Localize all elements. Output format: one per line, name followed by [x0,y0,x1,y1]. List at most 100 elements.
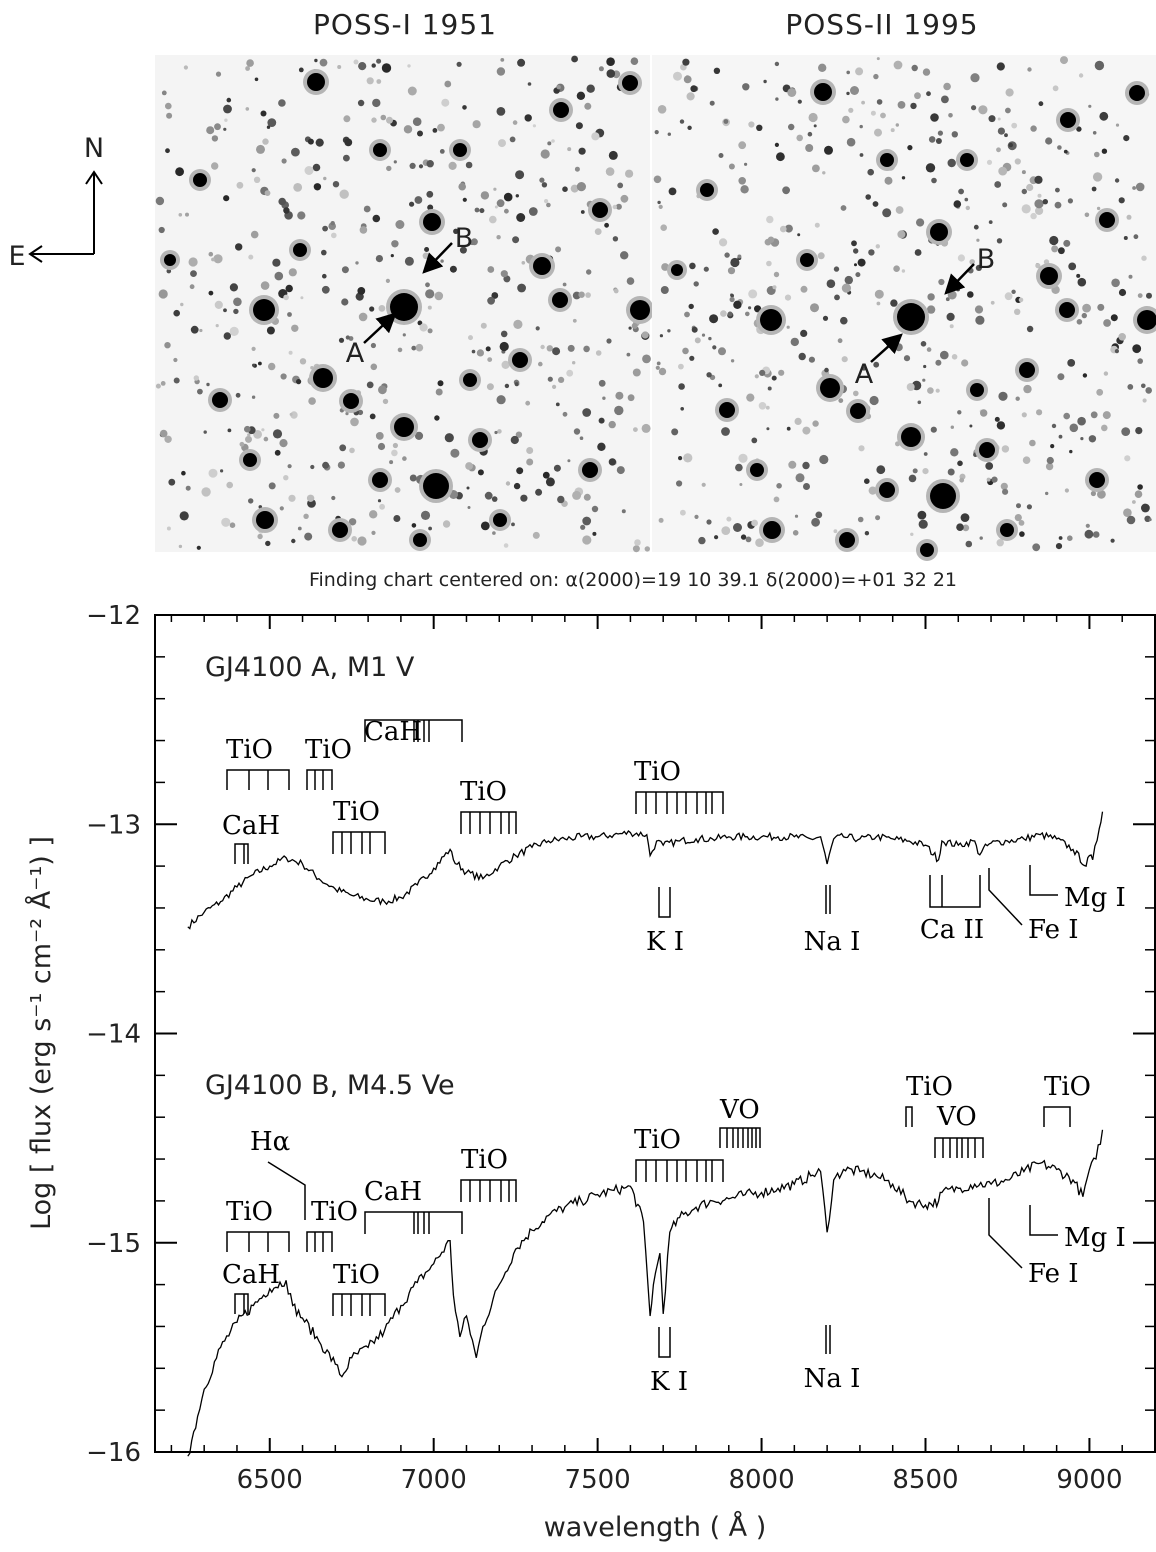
background-star [517,58,526,67]
marker-b-label: B [977,244,996,275]
finding-chart-caption: Finding chart centered on: α(2000)=19 10… [309,569,957,591]
feature-bracket-vo [719,1127,761,1148]
background-star [842,115,850,124]
background-star [496,235,501,240]
feature-bracket-k-i [658,1327,671,1358]
background-star [586,84,595,93]
background-star [417,130,423,137]
background-star [979,536,983,540]
feature-label-tio: TiO [333,797,380,827]
background-star [1063,412,1070,420]
background-star [323,176,327,181]
background-star [802,461,810,470]
spectrum-b-label: GJ4100 B, M4.5 Ve [205,1070,455,1101]
background-star [1103,319,1111,327]
background-star [1132,344,1142,353]
background-star [868,486,877,495]
background-star [578,291,585,298]
background-star [928,136,936,143]
bright-star [1000,523,1014,537]
background-star [371,117,377,123]
background-star [424,247,430,252]
bright-star [750,463,764,477]
background-star [951,131,958,138]
background-star [288,494,296,502]
feature-label-tio: TiO [634,757,681,787]
y-tick-label: −16 [86,1438,141,1468]
bright-star [879,482,895,498]
background-star [409,474,417,482]
background-star [811,517,820,527]
background-star [683,453,693,463]
background-star [996,421,1006,430]
component-markers-poss1: A B [346,223,474,369]
background-star [994,416,1000,422]
background-star [775,97,779,101]
background-star [211,257,215,262]
background-star [261,428,265,432]
background-star [998,391,1008,401]
background-star [532,531,540,539]
background-star [545,477,555,487]
background-star [901,176,906,180]
background-star [283,475,289,481]
background-star [676,480,683,487]
background-star [957,410,962,415]
background-star [343,115,351,123]
background-star [570,184,579,193]
feature-label-k-i: K I [646,927,684,957]
background-star [810,303,819,313]
background-star [693,281,699,287]
background-star [442,520,451,528]
background-star [566,369,574,377]
background-star [491,292,499,299]
background-star [840,205,847,211]
background-star [524,114,532,122]
background-star [251,395,256,399]
background-star [375,255,383,263]
background-star [608,420,616,429]
background-star [724,252,730,258]
background-star [592,531,597,536]
background-star [644,546,650,552]
background-star [1097,303,1105,311]
x-axis-label: wavelength ( Å ) [544,1511,767,1543]
background-star [914,249,922,256]
background-star [689,262,696,270]
background-star [957,460,963,467]
background-star [412,117,422,126]
background-star [657,105,667,114]
background-star [350,417,359,427]
background-star [1127,384,1134,390]
background-star [678,383,685,390]
background-star [798,352,806,361]
background-star [858,445,865,452]
background-star [996,147,1001,153]
bright-star [760,309,782,331]
background-star [980,409,988,417]
background-star [808,356,816,363]
background-star [444,80,452,88]
background-star [540,149,550,159]
background-star [180,302,184,307]
background-star [434,291,444,301]
background-star [496,67,506,76]
background-star [1118,197,1125,204]
background-star [1014,514,1022,522]
background-star [945,297,950,302]
background-star [1042,199,1049,205]
background-star [208,251,214,257]
background-star [280,373,287,380]
background-star [1011,289,1016,294]
background-star [822,315,829,321]
background-star [787,88,797,97]
background-star [366,381,374,389]
background-star [712,345,717,350]
background-star [658,204,663,209]
background-star [788,460,797,469]
background-star [884,176,893,185]
background-star [371,63,376,68]
background-star [612,204,617,210]
poss1-image [155,55,654,553]
background-star [291,324,299,332]
